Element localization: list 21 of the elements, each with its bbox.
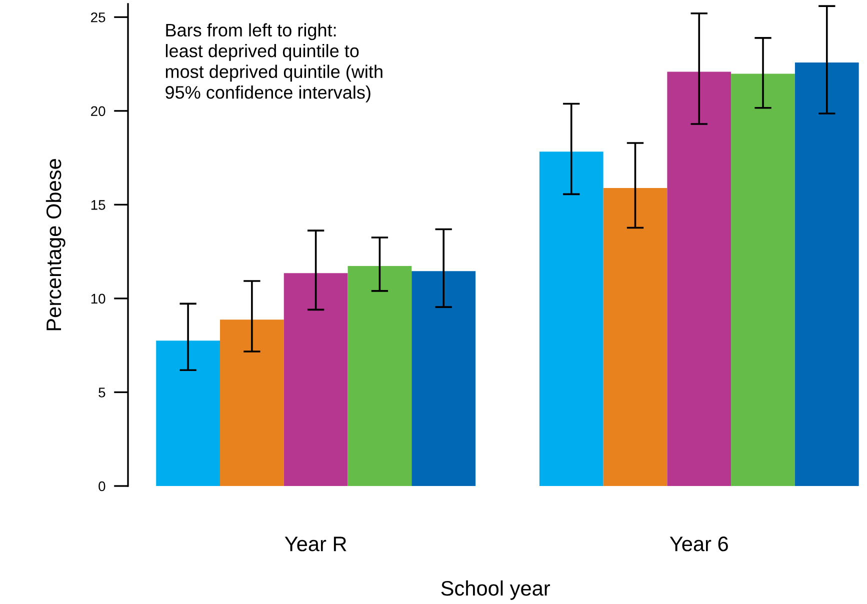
bar: [667, 72, 732, 486]
bar: [731, 74, 795, 486]
bar: [284, 273, 348, 486]
bar: [348, 266, 412, 486]
bar: [603, 188, 668, 486]
x-axis-title: School year: [441, 580, 550, 600]
y-tick-label: 25: [91, 12, 106, 22]
annotation: Bars from left to right: least deprived quintile to most deprived quintile (with 95% confidence intervals): [166, 23, 382, 102]
y-axis-title: Percentage Obese: [46, 159, 66, 330]
x-tick-label: Year 6: [670, 536, 728, 552]
y-tick-label: 0: [98, 481, 106, 492]
bar: [539, 152, 604, 486]
x-tick-label: Year R: [284, 536, 346, 552]
bar: [412, 271, 476, 486]
bar: [156, 340, 220, 486]
y-tick-label: 10: [91, 294, 106, 304]
y-tick-label: 15: [91, 200, 106, 210]
y-tick-label: 5: [98, 388, 106, 398]
bar: [220, 320, 284, 486]
bar: [794, 62, 859, 486]
y-tick-label: 20: [91, 106, 106, 116]
